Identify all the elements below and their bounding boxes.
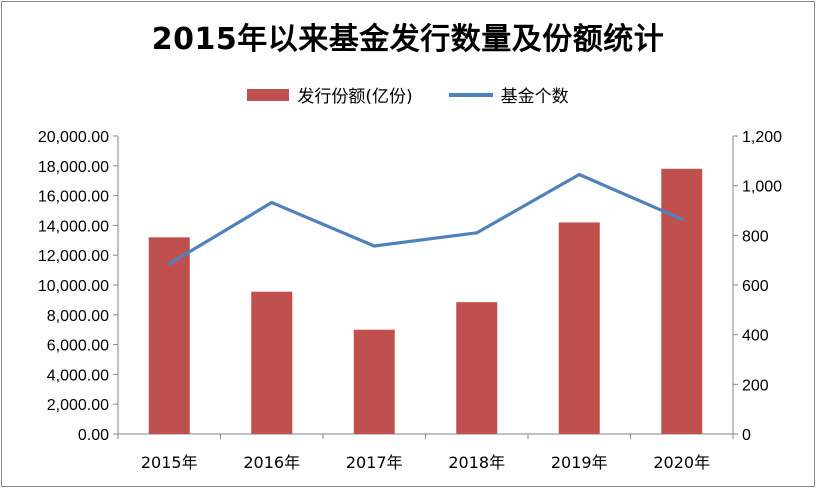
x-category-label: 2018年 <box>448 453 505 472</box>
y-left-tick-label: 18,000.00 <box>38 159 109 176</box>
y-left-tick-label: 8,000.00 <box>47 308 109 325</box>
series-line <box>168 172 683 266</box>
y-right-tick-label: 400 <box>742 328 769 345</box>
y-left-tick-label: 14,000.00 <box>38 218 109 235</box>
y-left-tick-label: 10,000.00 <box>38 278 109 295</box>
legend-label-bar: 发行份额(亿份) <box>297 87 413 107</box>
y-left-tick-label: 2,000.00 <box>47 397 109 414</box>
legend: 发行份额(亿份) 基金个数 <box>0 82 816 107</box>
y-right-tick-label: 1,000 <box>742 179 782 196</box>
bar <box>148 237 190 434</box>
line-point <box>270 201 274 205</box>
y-left-tick-label: 0.00 <box>78 427 109 444</box>
bar <box>456 302 498 434</box>
bar <box>251 291 293 434</box>
line-point <box>680 217 684 221</box>
y-right-tick-label: 600 <box>742 278 769 295</box>
chart-title: 2015年以来基金发行数量及份额统计 <box>151 22 665 57</box>
y-right-tick-label: 0 <box>742 427 751 444</box>
y-left-tick-label: 6,000.00 <box>47 338 109 355</box>
x-category-label: 2020年 <box>653 453 710 472</box>
legend-item-bar: 发行份额(亿份) <box>247 82 413 107</box>
bar <box>661 168 703 434</box>
line-point <box>475 231 479 235</box>
legend-label-line: 基金个数 <box>500 87 569 107</box>
line-point <box>577 172 581 176</box>
x-category-label: 2019年 <box>551 453 608 472</box>
y-left-tick-label: 16,000.00 <box>38 189 109 206</box>
y-left-tick-label: 4,000.00 <box>47 367 109 384</box>
x-category-label: 2017年 <box>346 453 403 472</box>
legend-item-line: 基金个数 <box>448 82 569 107</box>
legend-swatch-line <box>448 92 493 97</box>
y-right-tick-label: 1,200 <box>742 129 782 146</box>
line-point <box>372 244 376 248</box>
y-left-tick-label: 12,000.00 <box>38 248 109 265</box>
x-category-label: 2016年 <box>243 453 300 472</box>
y-right-tick-label: 800 <box>742 228 769 245</box>
line-point <box>167 262 171 266</box>
y-right-tick-label: 200 <box>742 377 769 394</box>
y-left-tick-label: 20,000.00 <box>38 129 109 146</box>
legend-swatch-bar <box>247 88 290 101</box>
x-category-label: 2015年 <box>141 453 198 472</box>
bar <box>353 329 395 434</box>
bar <box>558 222 600 434</box>
